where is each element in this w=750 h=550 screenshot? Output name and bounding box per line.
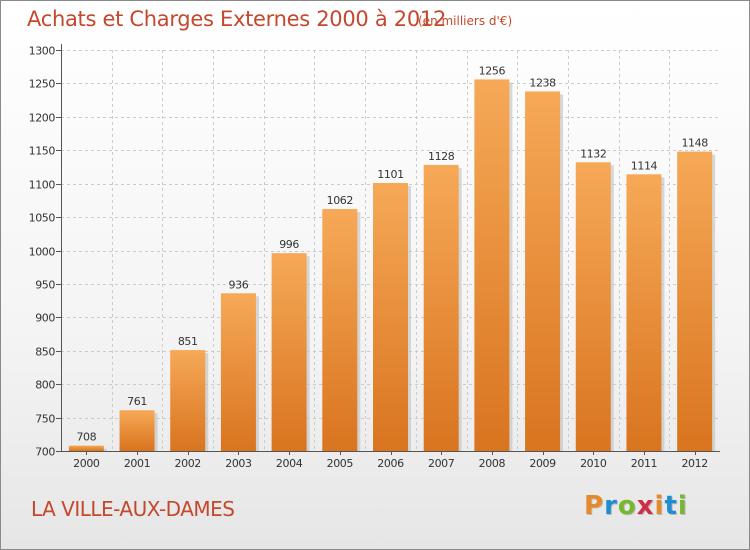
y-tick-label: 1250	[29, 78, 56, 91]
chart-title: Achats et Charges Externes 2000 à 2012	[27, 7, 447, 31]
x-tick-label: 2004	[276, 457, 303, 470]
bar	[373, 182, 408, 451]
y-tick-label: 1100	[29, 179, 56, 192]
x-tick-label: 2012	[681, 457, 707, 470]
data-label: 1101	[377, 168, 403, 181]
bar	[525, 91, 561, 451]
y-tick-label: 1050	[29, 212, 56, 225]
y-tick-label: 1150	[29, 145, 56, 158]
bar	[220, 293, 256, 451]
bar	[423, 164, 459, 451]
logo-letter: i	[677, 491, 688, 521]
data-label: 761	[127, 395, 147, 408]
data-label: 936	[229, 278, 249, 291]
logo-letter: o	[617, 491, 637, 521]
data-label: 1256	[479, 64, 506, 77]
bar	[170, 350, 206, 451]
bar	[271, 253, 307, 451]
x-tick-label: 2006	[377, 457, 404, 470]
y-tick-label: 700	[35, 446, 55, 459]
y-tick-label: 800	[35, 379, 55, 392]
x-tick-label: 2005	[327, 457, 354, 470]
proxiti-logo[interactable]: Proxiti	[584, 491, 688, 521]
data-label: 1062	[327, 194, 353, 207]
chart-subtitle: (en milliers d'€)	[418, 14, 513, 28]
logo-letter: P	[584, 491, 605, 521]
y-tick-label: 1300	[29, 45, 56, 58]
bar	[575, 162, 611, 451]
y-tick-label: 750	[35, 413, 55, 426]
data-label: 708	[76, 431, 96, 444]
bar	[119, 410, 155, 451]
y-tick-label: 1200	[29, 112, 56, 125]
x-tick-label: 2009	[529, 457, 556, 470]
axes: 700 750 800 850 900 950 1000 1050 1100 1150 1200 12…	[29, 44, 720, 470]
data-label: 1148	[681, 137, 708, 150]
data-label: 851	[178, 335, 198, 348]
x-tick-label: 2010	[580, 457, 607, 470]
bars: 708 761 851 936 996 1062 1101 1128 1256 1238 1132 1…	[68, 64, 716, 451]
bar	[474, 79, 510, 451]
logo-letter: t	[664, 491, 678, 521]
bar	[68, 445, 104, 451]
data-label: 1132	[580, 147, 606, 160]
y-tick-label: 850	[35, 346, 55, 359]
data-label: 1238	[529, 76, 556, 89]
y-tick-label: 900	[35, 312, 55, 325]
bar	[322, 209, 358, 451]
x-tick-label: 2008	[479, 457, 506, 470]
x-tick-label: 2002	[175, 457, 201, 470]
bar	[626, 174, 662, 451]
logo-letter: x	[636, 491, 655, 521]
bar	[677, 151, 713, 451]
x-tick-label: 2007	[428, 457, 455, 470]
logo-letter: i	[654, 491, 665, 521]
logo-letter: r	[604, 491, 618, 521]
x-tick-label: 2001	[124, 457, 150, 470]
y-tick-label: 1000	[29, 246, 56, 259]
x-tick-label: 2000	[73, 457, 100, 470]
data-label: 1114	[631, 159, 658, 172]
data-label: 1128	[428, 150, 455, 163]
location-label: LA VILLE-AUX-DAMES	[31, 497, 235, 521]
x-tick-label: 2011	[631, 457, 657, 470]
data-label: 996	[279, 238, 299, 251]
y-tick-label: 950	[35, 279, 55, 292]
x-tick-label: 2003	[225, 457, 252, 470]
